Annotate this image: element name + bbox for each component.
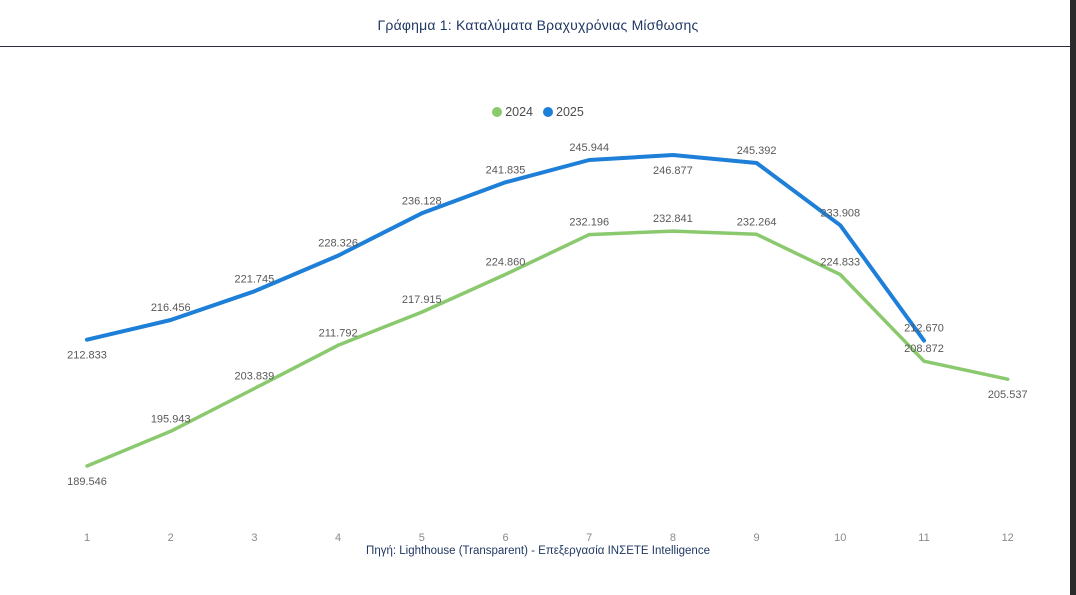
- data-label-2024-9: 232.264: [737, 216, 777, 228]
- data-label-2025-11: 212.670: [904, 323, 944, 335]
- data-label-2025-8: 246.877: [653, 165, 693, 177]
- data-label-2024-11: 208.872: [904, 343, 944, 355]
- data-label-2024-8: 232.841: [653, 213, 693, 225]
- legend-label-2025: 2025: [556, 105, 584, 119]
- data-label-2024-1: 189.546: [67, 476, 107, 488]
- x-axis-label-7: 7: [586, 532, 592, 544]
- data-label-2024-7: 232.196: [569, 217, 609, 229]
- data-label-2025-2: 216.456: [151, 302, 191, 314]
- data-label-2024-6: 224.860: [486, 256, 526, 268]
- x-axis-label-5: 5: [419, 532, 425, 544]
- data-label-2025-10: 233.908: [820, 207, 860, 219]
- x-axis-label-12: 12: [1002, 532, 1014, 544]
- data-label-2025-7: 245.944: [569, 142, 609, 154]
- series-line-2025: [85, 153, 926, 343]
- data-label-2025-6: 241.835: [486, 164, 526, 176]
- data-label-2024-5: 217.915: [402, 294, 442, 306]
- x-axis-label-9: 9: [754, 532, 760, 544]
- chart-legend: 2024 2025: [0, 105, 1076, 119]
- data-label-2025-5: 236.128: [402, 195, 442, 207]
- x-axis-label-6: 6: [502, 532, 508, 544]
- series-line-2024: [85, 229, 1010, 468]
- data-label-2025-9: 245.392: [737, 145, 777, 157]
- x-axis-label-2: 2: [168, 532, 174, 544]
- data-label-2025-3: 221.745: [235, 273, 275, 285]
- data-label-2024-4: 211.792: [319, 327, 358, 339]
- data-label-2025-1: 212.833: [67, 350, 107, 362]
- x-axis-label-11: 11: [918, 532, 929, 544]
- legend-item-2024: 2024: [492, 105, 533, 119]
- x-axis-label-10: 10: [834, 532, 846, 544]
- legend-label-2024: 2024: [505, 105, 533, 119]
- window-edge: [1070, 0, 1076, 595]
- x-axis-label-8: 8: [670, 532, 676, 544]
- legend-dot-2025-icon: [543, 107, 553, 117]
- data-label-2024-3: 203.839: [235, 371, 275, 383]
- data-label-2024-2: 195.943: [151, 413, 191, 425]
- title-divider: [0, 46, 1076, 47]
- data-label-2024-12: 205.537: [988, 389, 1028, 401]
- legend-item-2025: 2025: [543, 105, 584, 119]
- source-note: Πηγή: Lighthouse (Transparent) - Επεξεργ…: [366, 545, 710, 557]
- x-axis-label-4: 4: [335, 532, 341, 544]
- legend-dot-2024-icon: [492, 107, 503, 117]
- data-label-2025-4: 228.326: [318, 238, 358, 250]
- chart-title: Γράφημα 1: Καταλύματα Βραχυχρόνιας Μίσθω…: [377, 17, 699, 33]
- data-label-2024-10: 224.833: [820, 257, 860, 269]
- x-axis-label-1: 1: [84, 532, 90, 544]
- x-axis-label-3: 3: [251, 532, 257, 544]
